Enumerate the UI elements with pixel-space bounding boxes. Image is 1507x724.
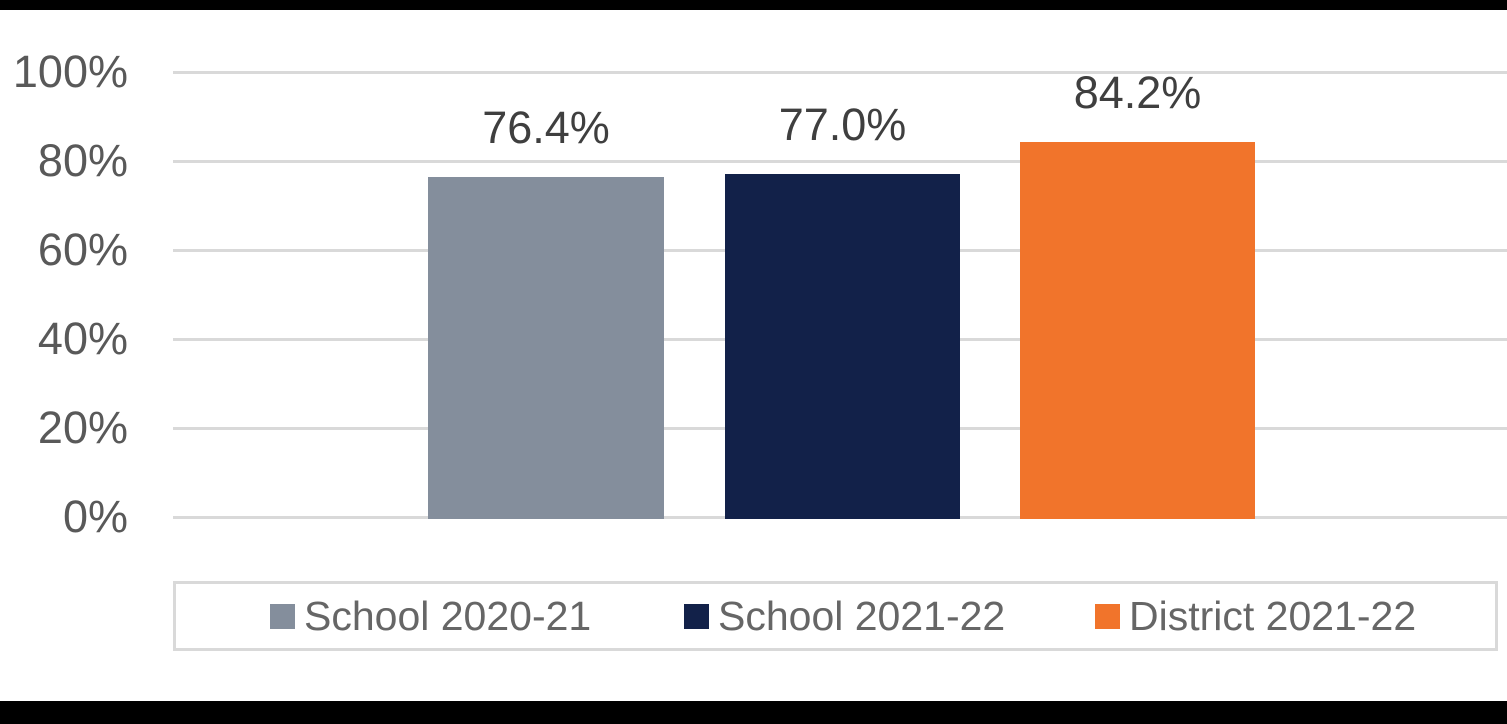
legend-swatch-district-2021-22: [1095, 603, 1120, 629]
legend-swatch-school-2021-22: [684, 603, 709, 629]
legend-label-school-2020-21: School 2020-21: [304, 592, 592, 639]
y-tick-label-40: 40%: [37, 313, 128, 364]
gridline-100: [173, 70, 1507, 74]
legend-label-school-2021-22: School 2021-22: [718, 592, 1006, 639]
legend-item-school-2020-21: School 2020-21: [270, 584, 591, 648]
legend-swatch-school-2020-21: [270, 603, 295, 629]
legend-label-district-2021-22: District 2021-22: [1129, 592, 1417, 639]
bar-school-2021-22: [725, 174, 960, 519]
legend-item-school-2021-22: School 2021-22: [684, 584, 1005, 648]
data-label-district-2021-22: 84.2%: [1073, 67, 1202, 119]
y-tick-label-20: 20%: [37, 402, 128, 453]
legend-item-district-2021-22: District 2021-22: [1095, 584, 1416, 648]
y-tick-label-100: 100%: [12, 46, 128, 97]
bottom-black-band: [0, 701, 1507, 724]
y-tick-label-60: 60%: [37, 224, 128, 275]
y-tick-label-80: 80%: [37, 135, 128, 186]
data-label-school-2020-21: 76.4%: [482, 102, 610, 153]
gridline-80: [173, 159, 1507, 163]
top-black-band: [0, 0, 1507, 10]
data-label-school-2021-22: 77.0%: [778, 99, 907, 151]
legend: School 2020-21 School 2021-22 District 202…: [173, 581, 1498, 651]
y-tick-label-0: 0%: [62, 491, 128, 542]
bar-school-2020-21: [428, 177, 664, 519]
bar-district-2021-22: [1020, 142, 1255, 519]
